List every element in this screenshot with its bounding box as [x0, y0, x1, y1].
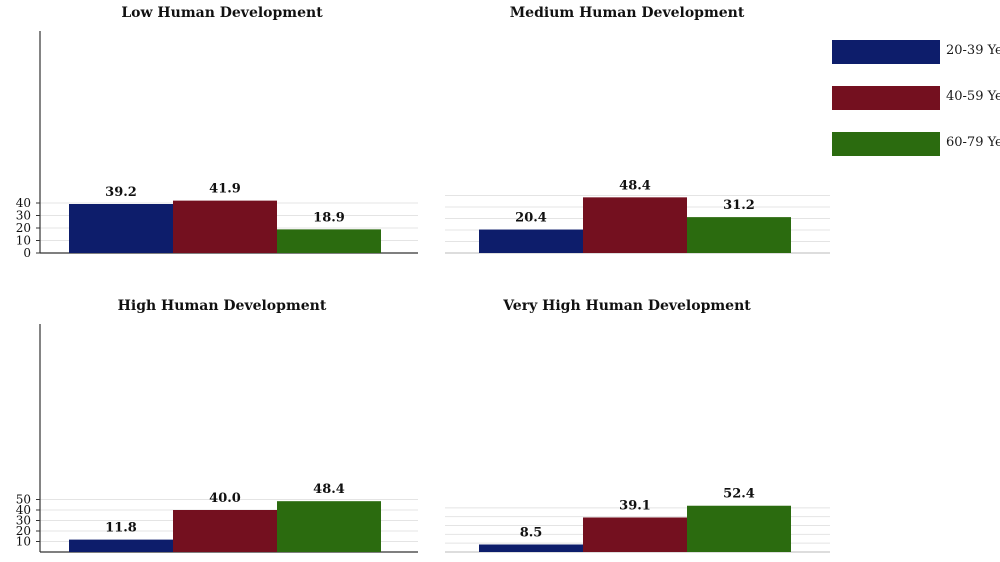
legend: 20-39 Year 40-59 Year 60-79 Year: [832, 40, 1000, 178]
legend-swatch-20-39: [832, 40, 940, 64]
panel-3-title: High Human Development: [118, 298, 327, 314]
panel-1-data-label-20-39: 39.2: [105, 185, 137, 200]
panel-2-data-label-60-79: 31.2: [723, 198, 755, 213]
panel-3-bar-40-59: [173, 510, 277, 552]
panel-1-data-label-60-79: 18.9: [313, 210, 345, 225]
panel-4-bar-60-79: [687, 505, 791, 552]
legend-item-20-39: 20-39 Year: [832, 40, 1000, 64]
panel-1-bar-20-39: [69, 204, 173, 253]
panel-3-data-label-40-59: 40.0: [209, 491, 241, 506]
panel-4-bar-40-59: [583, 517, 687, 552]
panel-2-bar-20-39: [479, 229, 583, 253]
legend-item-60-79: 60-79 Year: [832, 132, 1000, 156]
panel-1-y-tick-label: 20: [16, 221, 31, 235]
legend-label-60-79: 60-79 Year: [946, 135, 1000, 150]
legend-label-20-39: 20-39 Year: [946, 43, 1000, 58]
panel-1-bar-60-79: [277, 229, 381, 253]
panel-3-y-tick-label: 40: [16, 503, 31, 517]
panel-3-data-label-60-79: 48.4: [313, 482, 345, 497]
legend-swatch-40-59: [832, 86, 940, 110]
panel-3-data-label-20-39: 11.8: [105, 521, 137, 536]
panel-1-y-tick-label: 30: [16, 209, 31, 223]
panel-4-data-label-40-59: 39.1: [619, 498, 651, 513]
panel-4-title: Very High Human Development: [502, 298, 751, 314]
panel-3-y-tick-label: 30: [16, 514, 31, 528]
legend-label-40-59: 40-59 Year: [946, 89, 1000, 104]
panel-4-bar-20-39: [479, 544, 583, 552]
panel-2-bar-40-59: [583, 197, 687, 253]
panel-4-data-label-20-39: 8.5: [520, 525, 543, 540]
legend-swatch-60-79: [832, 132, 940, 156]
panel-1-y-tick-label: 40: [16, 196, 31, 210]
panel-3-bar-20-39: [69, 539, 173, 552]
panel-1-y-tick-label: 10: [16, 234, 31, 248]
panel-4-data-label-60-79: 52.4: [723, 487, 755, 502]
panel-1-bar-40-59: [173, 200, 277, 253]
panel-3-y-tick-label: 10: [16, 535, 31, 549]
panel-2-title: Medium Human Development: [510, 5, 745, 21]
panel-2-data-label-20-39: 20.4: [515, 211, 547, 226]
panel-3-y-tick-label: 20: [16, 524, 31, 538]
panel-1-y-tick-label: 0: [23, 246, 31, 260]
panel-2-bar-60-79: [687, 217, 791, 253]
panel-2-data-label-40-59: 48.4: [619, 178, 651, 193]
panel-1-title: Low Human Development: [121, 5, 323, 21]
panel-3-bar-60-79: [277, 501, 381, 552]
panel-1-data-label-40-59: 41.9: [209, 182, 241, 197]
legend-item-40-59: 40-59 Year: [832, 86, 1000, 110]
panel-3-y-tick-label: 50: [16, 493, 31, 507]
